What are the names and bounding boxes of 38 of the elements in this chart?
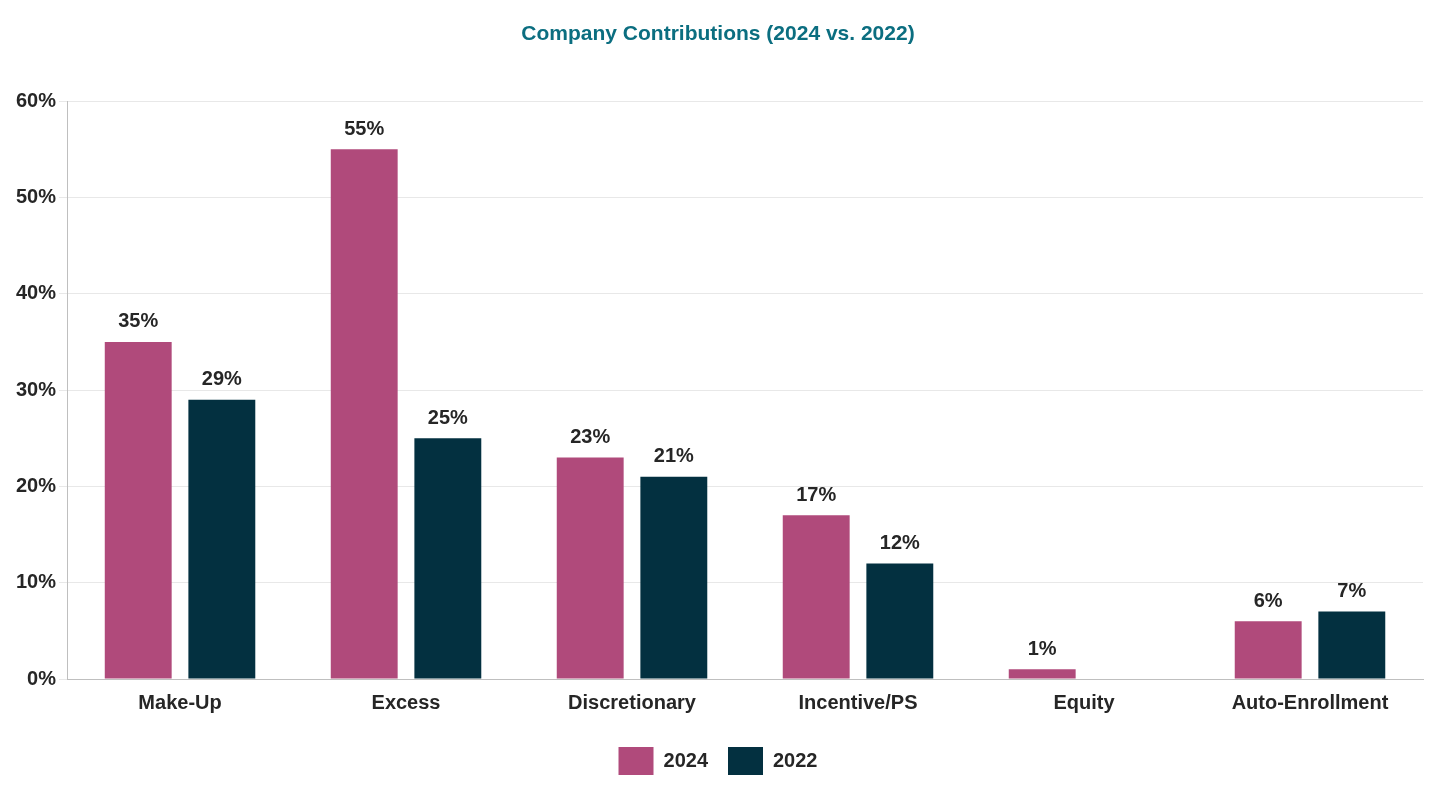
bar [188, 399, 256, 679]
data-label: 29% [201, 367, 243, 390]
data-label: 17% [796, 482, 837, 505]
bar [1318, 611, 1386, 679]
legend-label: 2024 [663, 748, 709, 771]
data-label: 12% [879, 530, 921, 553]
bar [866, 563, 934, 679]
legend-label: 2022 [773, 748, 818, 771]
bar [640, 476, 708, 679]
x-tick-label: Discretionary [568, 690, 697, 713]
data-label: 21% [653, 444, 695, 467]
y-tick-label: 0% [27, 666, 57, 689]
bar [1234, 621, 1302, 679]
data-label: 25% [427, 405, 469, 428]
y-tick-label: 60% [16, 88, 57, 111]
y-tick-label: 20% [16, 473, 57, 496]
y-tick-label: 50% [16, 185, 57, 208]
bar [414, 438, 482, 679]
bar [556, 457, 624, 679]
bar [782, 515, 850, 679]
data-label: 23% [570, 425, 611, 448]
bar [330, 149, 398, 679]
x-tick-label: Excess [371, 690, 441, 713]
x-tick-label: Auto-Enrollment [1231, 690, 1389, 713]
bar [1008, 669, 1076, 679]
data-label: 1% [1027, 636, 1057, 659]
data-label: 55% [344, 116, 385, 139]
data-label: 35% [118, 309, 159, 332]
x-tick-label: Incentive/PS [798, 690, 918, 713]
y-tick-label: 40% [16, 281, 57, 304]
chart-title: Company Contributions (2024 vs. 2022) [521, 21, 915, 45]
y-tick-label: 30% [16, 377, 57, 400]
y-tick-label: 10% [16, 570, 57, 593]
data-label: 6% [1253, 588, 1283, 611]
bar [104, 341, 172, 679]
data-label: 7% [1337, 579, 1367, 602]
x-tick-label: Make-Up [138, 690, 222, 713]
x-tick-label: Equity [1053, 690, 1116, 713]
